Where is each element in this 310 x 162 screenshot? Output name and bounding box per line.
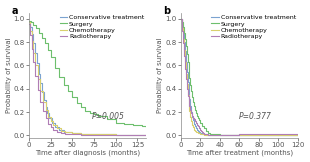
Text: a: a [11,6,18,16]
Y-axis label: Probability of survival: Probability of survival [157,38,163,113]
X-axis label: Time after diagnosis (months): Time after diagnosis (months) [35,150,140,156]
Y-axis label: Probability of survival: Probability of survival [6,38,11,113]
Text: b: b [163,6,170,16]
X-axis label: Time after treatment (months): Time after treatment (months) [186,150,293,156]
Legend: Conservative treatment, Surgery, Chemotherapy, Radiotherapy: Conservative treatment, Surgery, Chemoth… [210,14,296,40]
Text: P=0.005: P=0.005 [91,112,124,121]
Text: P=0.377: P=0.377 [239,112,272,121]
Legend: Conservative treatment, Surgery, Chemotherapy, Radiotherapy: Conservative treatment, Surgery, Chemoth… [59,14,145,40]
